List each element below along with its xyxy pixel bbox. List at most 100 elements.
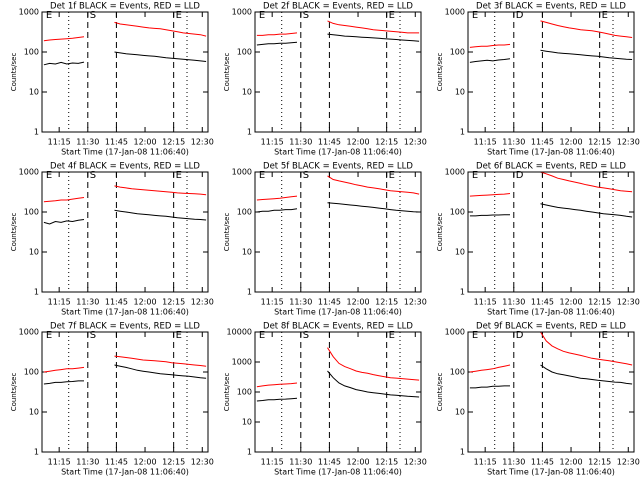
y-tick-label: 1000 bbox=[445, 328, 465, 337]
x-tick-label: 12:30 bbox=[617, 458, 640, 467]
x-tick-label: 11:30 bbox=[76, 458, 99, 467]
series-line bbox=[327, 347, 420, 381]
panel: Det 7f BLACK = Events, RED = LLD Start Ti… bbox=[10, 322, 214, 477]
x-tick-label: 11:30 bbox=[502, 458, 525, 467]
annotation: E bbox=[472, 330, 478, 341]
plot-frame bbox=[254, 171, 422, 293]
x-tick-label: 11:15 bbox=[48, 298, 71, 307]
y-axis-label: Counts/sec bbox=[223, 373, 231, 412]
annotation: E bbox=[602, 10, 608, 21]
x-tick-label: 12:15 bbox=[375, 298, 398, 307]
x-tick-label: 12:00 bbox=[134, 138, 157, 147]
series-line bbox=[256, 382, 298, 388]
annotation: E bbox=[46, 170, 52, 181]
x-tick-label: 12:30 bbox=[191, 458, 214, 467]
x-tick-label: 11:15 bbox=[261, 298, 284, 307]
annotation: E bbox=[389, 170, 395, 181]
y-tick-label: 100 bbox=[237, 208, 252, 217]
annotation: S bbox=[303, 170, 309, 181]
annotation: E bbox=[602, 170, 608, 181]
y-tick-label: 10 bbox=[242, 418, 252, 427]
annotation: E bbox=[389, 10, 395, 21]
y-tick-label: 100 bbox=[450, 368, 465, 377]
x-tick-label: 11:30 bbox=[502, 298, 525, 307]
x-tick-label: 11:45 bbox=[531, 458, 554, 467]
x-tick-label: 12:30 bbox=[404, 298, 427, 307]
series-line bbox=[469, 364, 511, 373]
series-line bbox=[469, 385, 510, 389]
series-line bbox=[114, 51, 207, 62]
x-tick-label: 12:00 bbox=[560, 138, 583, 147]
panel: Det 5f BLACK = Events, RED = LLD Start Ti… bbox=[223, 162, 427, 317]
y-tick-label: 100 bbox=[237, 388, 252, 397]
series-line bbox=[43, 366, 85, 373]
x-tick-label: 12:15 bbox=[162, 298, 185, 307]
x-tick-label: 11:45 bbox=[105, 138, 128, 147]
x-tick-label: 11:15 bbox=[48, 138, 71, 147]
y-tick-label: 1000 bbox=[19, 8, 39, 17]
x-tick-label: 11:30 bbox=[289, 138, 312, 147]
x-tick-label: 11:45 bbox=[318, 138, 341, 147]
y-tick-label: 10 bbox=[455, 88, 465, 97]
x-tick-label: 12:15 bbox=[162, 458, 185, 467]
y-tick-label: 1 bbox=[460, 128, 465, 137]
x-tick-label: 12:15 bbox=[588, 298, 611, 307]
y-tick-label: 1000 bbox=[445, 168, 465, 177]
x-tick-label: 12:15 bbox=[162, 138, 185, 147]
chart-title: Det 4f BLACK = Events, RED = LLD bbox=[50, 162, 200, 172]
x-axis-label: Start Time (17-Jan-08 11:06:40) bbox=[61, 468, 189, 477]
x-tick-label: 12:30 bbox=[191, 138, 214, 147]
y-axis-label: Counts/sec bbox=[10, 53, 18, 92]
plot-frame bbox=[254, 331, 422, 453]
series-line bbox=[327, 20, 420, 34]
panel: Det 3f BLACK = Events, RED = LLD Start Ti… bbox=[436, 2, 640, 157]
series-line bbox=[43, 36, 85, 42]
annotation: S bbox=[90, 170, 96, 181]
chart-title: Det 7f BLACK = Events, RED = LLD bbox=[50, 322, 200, 332]
x-axis-label: Start Time (17-Jan-08 11:06:40) bbox=[61, 148, 189, 157]
plot-frame bbox=[254, 11, 422, 133]
plot-frame bbox=[41, 171, 209, 293]
y-tick-label: 1 bbox=[460, 448, 465, 457]
plot-frame bbox=[467, 11, 635, 133]
y-tick-label: 1000 bbox=[445, 8, 465, 17]
annotation: E bbox=[176, 330, 182, 341]
annotation: E bbox=[259, 10, 265, 21]
x-tick-label: 12:00 bbox=[560, 298, 583, 307]
series-line bbox=[114, 364, 207, 379]
y-axis-label: Counts/sec bbox=[436, 213, 444, 252]
x-tick-label: 11:45 bbox=[531, 138, 554, 147]
x-tick-label: 11:15 bbox=[261, 138, 284, 147]
x-tick-label: 12:15 bbox=[588, 458, 611, 467]
y-tick-label: 10 bbox=[242, 88, 252, 97]
panel: Det 2f BLACK = Events, RED = LLD Start Ti… bbox=[223, 2, 427, 157]
y-tick-label: 1000 bbox=[232, 168, 252, 177]
x-tick-label: 12:30 bbox=[404, 138, 427, 147]
x-tick-label: 11:30 bbox=[289, 298, 312, 307]
y-tick-label: 1 bbox=[34, 128, 39, 137]
series-line bbox=[327, 175, 420, 195]
x-tick-label: 11:15 bbox=[261, 458, 284, 467]
y-axis-label: Counts/sec bbox=[223, 53, 231, 92]
panel: Det 8f BLACK = Events, RED = LLD Start Ti… bbox=[223, 322, 427, 477]
plot-frame bbox=[467, 331, 635, 453]
x-tick-label: 12:30 bbox=[617, 298, 640, 307]
y-tick-label: 100 bbox=[24, 208, 39, 217]
series-line bbox=[114, 209, 207, 221]
y-tick-label: 1 bbox=[34, 448, 39, 457]
annotation: S bbox=[303, 10, 309, 21]
series-line bbox=[256, 208, 298, 213]
x-tick-label: 12:30 bbox=[617, 138, 640, 147]
series-line bbox=[327, 202, 420, 213]
y-tick-label: 10 bbox=[242, 248, 252, 257]
y-tick-label: 1000 bbox=[19, 168, 39, 177]
y-tick-label: 1 bbox=[460, 288, 465, 297]
annotation: E bbox=[472, 170, 478, 181]
series-line bbox=[469, 58, 511, 63]
y-tick-label: 1 bbox=[247, 128, 252, 137]
series-line bbox=[540, 203, 633, 218]
x-tick-label: 11:15 bbox=[474, 138, 497, 147]
panel: Det 9f BLACK = Events, RED = LLD Start Ti… bbox=[436, 322, 640, 477]
y-tick-label: 10000 bbox=[227, 328, 252, 337]
y-tick-label: 1 bbox=[247, 288, 252, 297]
